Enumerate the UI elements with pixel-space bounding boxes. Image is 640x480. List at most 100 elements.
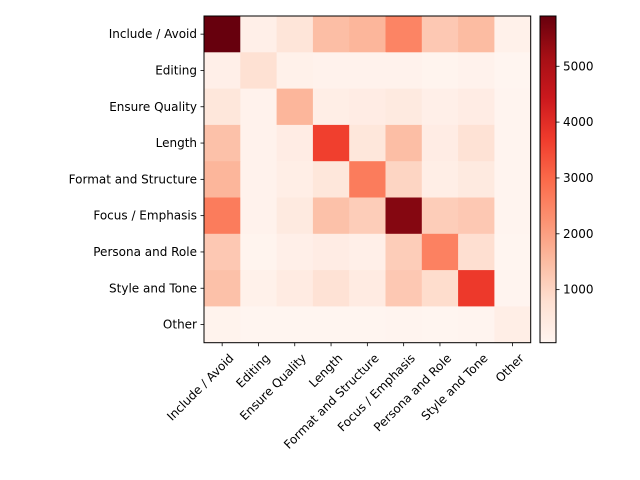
- heatmap-cell: [349, 16, 386, 53]
- heatmap-cell: [421, 16, 459, 53]
- heatmap-cell: [421, 306, 459, 344]
- heatmap-cell: [240, 306, 278, 344]
- heatmap-cell: [312, 233, 350, 271]
- y-tick-label: Length: [156, 136, 197, 150]
- heatmap-cell: [276, 88, 314, 126]
- heatmap-cell: [204, 270, 241, 307]
- heatmap-cell: [385, 197, 423, 235]
- heatmap-cell: [421, 270, 459, 307]
- heatmap-cell: [421, 233, 459, 271]
- heatmap-cell: [385, 161, 423, 198]
- heatmap-cell: [349, 306, 386, 344]
- heatmap-cell: [494, 161, 532, 198]
- heatmap-cell: [204, 233, 241, 271]
- heatmap-cell: [312, 124, 350, 162]
- x-tick-label: Include / Avoid: [164, 351, 236, 423]
- heatmap-cell: [458, 306, 495, 344]
- heatmap-cell: [204, 124, 241, 162]
- heatmap-cell: [276, 124, 314, 162]
- heatmap-cell: [458, 124, 495, 162]
- y-tick-label: Other: [163, 318, 197, 332]
- x-tick-label: Style and Tone: [418, 351, 490, 423]
- heatmap-cell: [494, 233, 532, 271]
- heatmap-cell: [204, 306, 241, 344]
- heatmap-cell: [349, 233, 386, 271]
- heatmap-cell: [385, 233, 423, 271]
- heatmap-cell: [458, 233, 495, 271]
- heatmap-cell: [240, 124, 278, 162]
- heatmap-cell: [494, 52, 532, 90]
- heatmap-cell: [204, 88, 241, 126]
- heatmap-cell: [240, 197, 278, 235]
- heatmap-cell: [385, 306, 423, 344]
- colorbar: [539, 15, 557, 344]
- heatmap-cell: [494, 270, 532, 307]
- heatmap-cell: [458, 270, 495, 307]
- heatmap-cell: [494, 88, 532, 126]
- heatmap-cell: [349, 88, 386, 126]
- x-tick-label: Ensure Quality: [237, 351, 309, 423]
- heatmap-cell: [312, 16, 350, 53]
- colorbar-tick-label: 4000: [563, 115, 594, 129]
- heatmap-cell: [421, 161, 459, 198]
- heatmap-cell: [458, 16, 495, 53]
- y-tick-label: Editing: [155, 63, 197, 77]
- heatmap-cell: [312, 306, 350, 344]
- heatmap-cell: [204, 197, 241, 235]
- heatmap-cell: [494, 197, 532, 235]
- heatmap-cell: [276, 197, 314, 235]
- heatmap-cell: [458, 52, 495, 90]
- heatmap-cell: [276, 16, 314, 53]
- heatmap-cell: [204, 161, 241, 198]
- heatmap-cell: [276, 233, 314, 271]
- colorbar-tick-label: 5000: [563, 59, 594, 73]
- heatmap-cell: [494, 16, 532, 53]
- heatmap-cell: [204, 16, 241, 53]
- colorbar-tick-label: 3000: [563, 171, 594, 185]
- heatmap-cell: [385, 52, 423, 90]
- colorbar-axis: 1000 2000 3000 4000 5000: [556, 59, 594, 297]
- heatmap-cell: [349, 161, 386, 198]
- heatmap-cell: [240, 88, 278, 126]
- heatmap-cell: [494, 306, 532, 344]
- heatmap-cell: [276, 306, 314, 344]
- heatmap-cell: [421, 124, 459, 162]
- heatmap-cell: [312, 270, 350, 307]
- y-tick-label: Format and Structure: [69, 172, 197, 186]
- heatmap-cell: [458, 197, 495, 235]
- y-tick-label: Ensure Quality: [109, 100, 197, 114]
- heatmap-cell: [312, 161, 350, 198]
- heatmap-cell: [421, 52, 459, 90]
- heatmap-cell: [349, 52, 386, 90]
- heatmap-plot-area: [204, 16, 532, 344]
- heatmap-cell: [458, 88, 495, 126]
- heatmap-cell: [385, 270, 423, 307]
- heatmap-cell: [385, 124, 423, 162]
- heatmap-cell: [385, 16, 423, 53]
- heatmap-cell: [349, 270, 386, 307]
- y-tick-label: Focus / Emphasis: [93, 209, 197, 223]
- y-tick-label: Include / Avoid: [109, 27, 197, 41]
- colorbar-tick-label: 2000: [563, 227, 594, 241]
- heatmap-cell: [240, 233, 278, 271]
- heatmap-cell: [312, 88, 350, 126]
- y-tick-label: Persona and Role: [93, 245, 197, 259]
- colorbar-tick-label: 1000: [563, 283, 594, 297]
- heatmap-cell: [385, 88, 423, 126]
- heatmap-cell: [240, 161, 278, 198]
- heatmap-cell: [312, 197, 350, 235]
- heatmap-cell: [204, 52, 241, 90]
- heatmap-cell: [349, 197, 386, 235]
- heatmap-cell: [349, 124, 386, 162]
- heatmap-cell: [421, 88, 459, 126]
- heatmap-cell: [276, 270, 314, 307]
- heatmap-cell: [276, 161, 314, 198]
- heatmap-cell: [240, 16, 278, 53]
- heatmap-cell: [276, 52, 314, 90]
- heatmap-cell: [312, 52, 350, 90]
- heatmap-cell: [240, 52, 278, 90]
- heatmap-cell: [458, 161, 495, 198]
- heatmap-cell: [421, 197, 459, 235]
